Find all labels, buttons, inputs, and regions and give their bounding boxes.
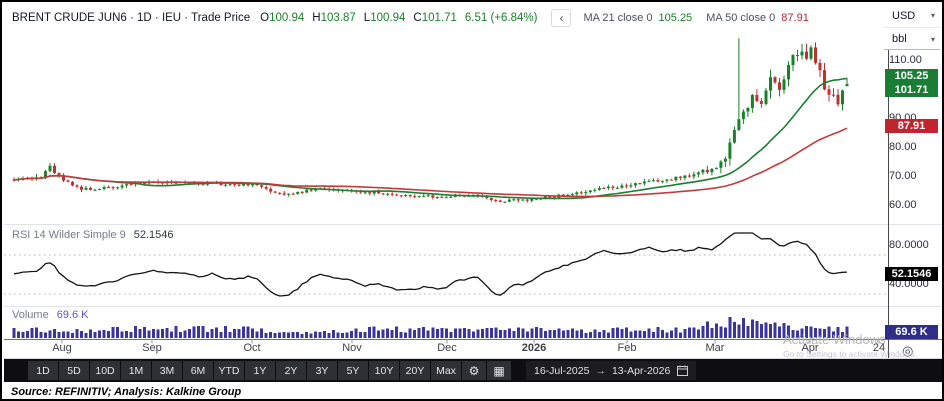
x-axis-label-24: 24	[872, 342, 886, 354]
ohlc-open: O100.94	[260, 12, 304, 24]
range-button-2y[interactable]: 2Y	[276, 361, 306, 380]
x-axis-label-Sep: Sep	[142, 342, 162, 354]
x-axis-label-Dec: Dec	[437, 342, 457, 354]
range-button-3m[interactable]: 3M	[152, 361, 182, 380]
ma21-legend: MA 21 close 0 105.25	[583, 12, 692, 24]
ma21-value: 105.25	[658, 12, 693, 24]
grid-layout-icon: ▦	[493, 363, 505, 378]
price-tick-70.00: 70.00	[889, 170, 917, 182]
price-badge-87.91: 87.91	[885, 119, 938, 134]
rsi-tick-80.0000: 80.0000	[889, 239, 929, 251]
rsi-value: 52.1546	[133, 229, 174, 241]
chevron-down-icon: ▾	[930, 34, 935, 44]
arrow-right-icon: →	[595, 364, 606, 377]
date-from: 16-Jul-2025	[534, 364, 590, 377]
low-value: 100.94	[370, 12, 406, 24]
layout-button[interactable]: ▦	[487, 361, 511, 380]
volume-badge: 69.6 K	[885, 325, 938, 339]
rsi-pane-legend: RSI 14 Wilder Simple 9 52.1546	[12, 229, 173, 241]
ma50-value: 87.91	[781, 12, 809, 24]
range-button-20y[interactable]: 20Y	[400, 361, 430, 380]
range-button-1d[interactable]: 1D	[28, 361, 58, 380]
x-axis-label-Apr: Apr	[801, 342, 819, 354]
x-axis-label-Nov: Nov	[342, 342, 362, 354]
currency-value: USD	[892, 9, 916, 22]
x-axis-label-Mar: Mar	[705, 342, 725, 354]
price-tick-110.00: 110.00	[889, 54, 922, 66]
price-tick-80.00: 80.00	[889, 141, 917, 153]
x-axis-label-Oct: Oct	[243, 342, 261, 354]
date-range-picker[interactable]: 16-Jul-2025 → 13-Apr-2026	[526, 361, 697, 380]
target-icon[interactable]: ◎	[902, 343, 914, 358]
x-axis-label-Aug: Aug	[52, 342, 72, 354]
unit-select[interactable]: bbl ▾	[884, 27, 940, 50]
ma50-label: MA 50 close 0	[706, 12, 776, 24]
unit-selector-box: USD ▾ bbl ▾	[884, 4, 940, 50]
ohlc-close: C101.71	[413, 12, 457, 24]
range-button-10d[interactable]: 10D	[90, 361, 120, 380]
bottom-toolbar: 1D 5D 10D 1M 3M 6M YTD 1Y 2Y 3Y 5Y 10Y 20Y Max ⚙ ▦ 16…	[4, 359, 942, 382]
range-buttons: 1D 5D 10D 1M 3M 6M YTD 1Y 2Y 3Y 5Y 10Y 20Y Max	[28, 361, 462, 380]
range-button-6m[interactable]: 6M	[183, 361, 213, 380]
calendar-icon	[677, 365, 689, 376]
date-to: 13-Apr-2026	[611, 364, 671, 377]
high-value: 103.87	[320, 12, 356, 24]
chevron-down-icon: ▾	[930, 11, 935, 20]
source-bar: Source: REFINITIV; Analysis: Kalkine Gro…	[4, 382, 942, 399]
close-label: C	[413, 12, 422, 24]
close-value: 101.71	[421, 12, 457, 24]
high-label: H	[312, 12, 321, 24]
range-button-1y[interactable]: 1Y	[245, 361, 275, 380]
unit-value: bbl	[892, 33, 907, 45]
change-value: 6.51 (+6.84%)	[464, 12, 538, 24]
rsi-badge: 52.1546	[885, 267, 938, 282]
x-axis-label-2026: 2026	[521, 342, 547, 354]
symbol-title: BRENT CRUDE JUN6 · 1D · IEU · Trade Pric…	[12, 12, 251, 24]
chevron-left-icon: ‹	[559, 10, 564, 25]
range-button-5y[interactable]: 5Y	[338, 361, 368, 380]
price-tick-60.00: 60.00	[889, 199, 917, 211]
volume-label: Volume	[12, 309, 49, 321]
settings-button[interactable]: ⚙	[462, 361, 486, 380]
open-value: 100.94	[269, 12, 305, 24]
ma21-label: MA 21 close 0	[583, 12, 653, 24]
currency-select[interactable]: USD ▾	[884, 4, 940, 27]
ohlc-high: H103.87	[312, 12, 356, 24]
range-button-ytd[interactable]: YTD	[214, 361, 244, 380]
range-button-1m[interactable]: 1M	[121, 361, 151, 380]
price-axis[interactable]: USD ▾ bbl ▾ ◎ 110.00100.0090.0080.0070.0…	[884, 4, 940, 397]
range-button-5d[interactable]: 5D	[59, 361, 89, 380]
range-button-max[interactable]: Max	[431, 361, 461, 380]
range-button-3y[interactable]: 3Y	[307, 361, 337, 380]
volume-pane-legend: Volume 69.6 K	[12, 309, 89, 321]
open-label: O	[260, 12, 270, 24]
chart-header: BRENT CRUDE JUN6 · 1D · IEU · Trade Pric…	[4, 4, 884, 32]
ohlc-low: L100.94	[364, 12, 406, 24]
gear-icon: ⚙	[468, 363, 480, 378]
x-axis-label-Feb: Feb	[617, 342, 637, 354]
rsi-label: RSI 14 Wilder Simple 9	[12, 229, 126, 241]
collapse-indicators-button[interactable]: ‹	[551, 9, 572, 27]
range-button-10y[interactable]: 10Y	[369, 361, 399, 380]
price-badge-105.25: 105.25	[885, 68, 938, 83]
time-axis[interactable]: Aug Sep Oct Nov Dec 2026 Feb Mar Apr 24	[4, 341, 888, 358]
low-label: L	[363, 12, 371, 24]
volume-value: 69.6 K	[56, 309, 89, 321]
source-text: Source: REFINITIV; Analysis: Kalkine Gro…	[11, 385, 242, 398]
ma50-legend: MA 50 close 0 87.91	[706, 12, 809, 24]
price-badge-101.71: 101.71	[885, 82, 938, 97]
